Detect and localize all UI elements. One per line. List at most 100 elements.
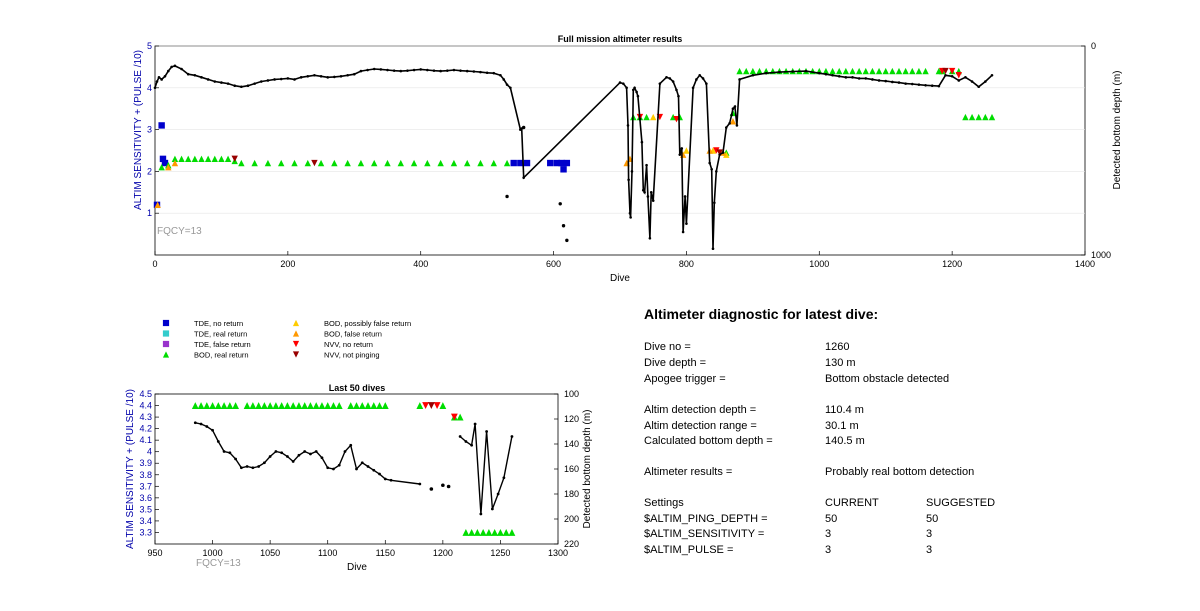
depth-point — [618, 81, 622, 84]
data-point — [829, 67, 836, 75]
depth-point — [701, 77, 705, 80]
depth-point — [228, 451, 232, 455]
data-point — [331, 159, 338, 167]
depth-point — [510, 435, 514, 438]
data-point — [224, 155, 232, 163]
legend-label: BOD, real return — [194, 351, 249, 360]
depth-point — [332, 467, 335, 471]
depth-point — [379, 68, 383, 71]
depth-point — [635, 90, 638, 94]
data-point — [716, 149, 723, 156]
data-point — [889, 67, 896, 75]
depth-point — [648, 236, 652, 240]
depth-point — [309, 452, 312, 456]
depth-point — [226, 82, 230, 85]
legend-marker — [292, 351, 300, 358]
depth-point — [636, 94, 640, 98]
depth-point — [677, 94, 680, 98]
y2-tick-label: 0 — [1091, 41, 1096, 51]
data-point — [371, 159, 378, 167]
depth-point — [262, 461, 266, 465]
data-point — [353, 402, 360, 409]
depth-point — [496, 492, 500, 496]
depth-point — [245, 465, 249, 468]
y-tick-label: 3 — [147, 125, 152, 135]
data-point — [673, 115, 680, 123]
y-tick-label: 4 — [147, 83, 152, 93]
data-point — [214, 402, 222, 409]
depth-point — [193, 421, 197, 425]
data-point — [503, 159, 511, 167]
legend-marker — [292, 340, 300, 348]
depth-point — [645, 163, 648, 167]
data-point — [295, 402, 303, 409]
depth-point — [641, 188, 645, 192]
depth-point — [389, 478, 393, 482]
depth-point — [240, 85, 243, 89]
depth-point — [286, 455, 289, 458]
depth-point — [917, 83, 921, 86]
depth-point — [360, 461, 364, 465]
data-point — [264, 159, 272, 167]
setting-current: 3 — [825, 528, 832, 540]
data-point — [249, 402, 257, 409]
full-mission-fqcy-annotation: FQCY=13 — [157, 226, 202, 237]
depth-point — [280, 451, 284, 455]
depth-point — [685, 222, 688, 225]
results-label: Altimeter results = — [644, 466, 733, 478]
data-point — [344, 159, 351, 167]
depth-point — [220, 81, 223, 84]
depth-point — [479, 70, 482, 74]
settings-label: Settings — [644, 497, 684, 509]
depth-point — [877, 79, 881, 82]
data-point — [975, 113, 982, 121]
x-tick-label: 1050 — [260, 548, 280, 558]
depth-point — [337, 463, 341, 467]
y-tick-label: 4.4 — [139, 401, 152, 411]
x-tick-label: 800 — [679, 259, 694, 269]
data-point — [307, 402, 314, 409]
data-point — [311, 159, 318, 167]
depth-point — [957, 79, 961, 82]
depth-point — [418, 482, 422, 486]
depth-point — [200, 76, 203, 79]
data-point — [317, 159, 325, 167]
depth-point — [458, 435, 462, 438]
depth-point — [675, 88, 678, 92]
depth-point — [464, 440, 468, 443]
depth-point — [392, 69, 396, 72]
dive-depth-value: 130 m — [825, 357, 856, 369]
depth-point — [964, 76, 967, 79]
x-tick-label: 1100 — [318, 548, 337, 558]
depth-point — [864, 77, 868, 80]
depth-point — [671, 80, 675, 83]
data-point — [479, 529, 487, 536]
depth-point — [565, 238, 569, 243]
depth-point — [710, 168, 713, 171]
altim-range-label: Altim detection range = — [644, 420, 757, 432]
data-point — [450, 413, 458, 421]
depth-point — [521, 125, 526, 130]
depth-point — [429, 487, 434, 491]
results-value: Probably real bottom detection — [825, 466, 975, 478]
depth-point — [844, 76, 848, 79]
legend-marker — [292, 319, 300, 327]
depth-point — [473, 422, 477, 426]
depth-point — [505, 83, 509, 86]
depth-point — [904, 82, 907, 85]
depth-point — [705, 82, 708, 85]
y-tick-label: 3.7 — [139, 481, 152, 491]
depth-point — [651, 199, 655, 202]
y-tick-label: 3.6 — [139, 493, 152, 503]
depth-point — [339, 75, 343, 78]
data-point — [410, 159, 418, 167]
depth-point — [492, 71, 496, 75]
data-point — [749, 67, 757, 75]
depth-point — [170, 65, 173, 69]
data-point — [558, 159, 565, 167]
data-point — [203, 402, 211, 409]
legend-label: TDE, no return — [194, 319, 243, 328]
depth-point — [665, 76, 668, 79]
data-point — [437, 159, 444, 167]
depth-point — [721, 151, 725, 154]
